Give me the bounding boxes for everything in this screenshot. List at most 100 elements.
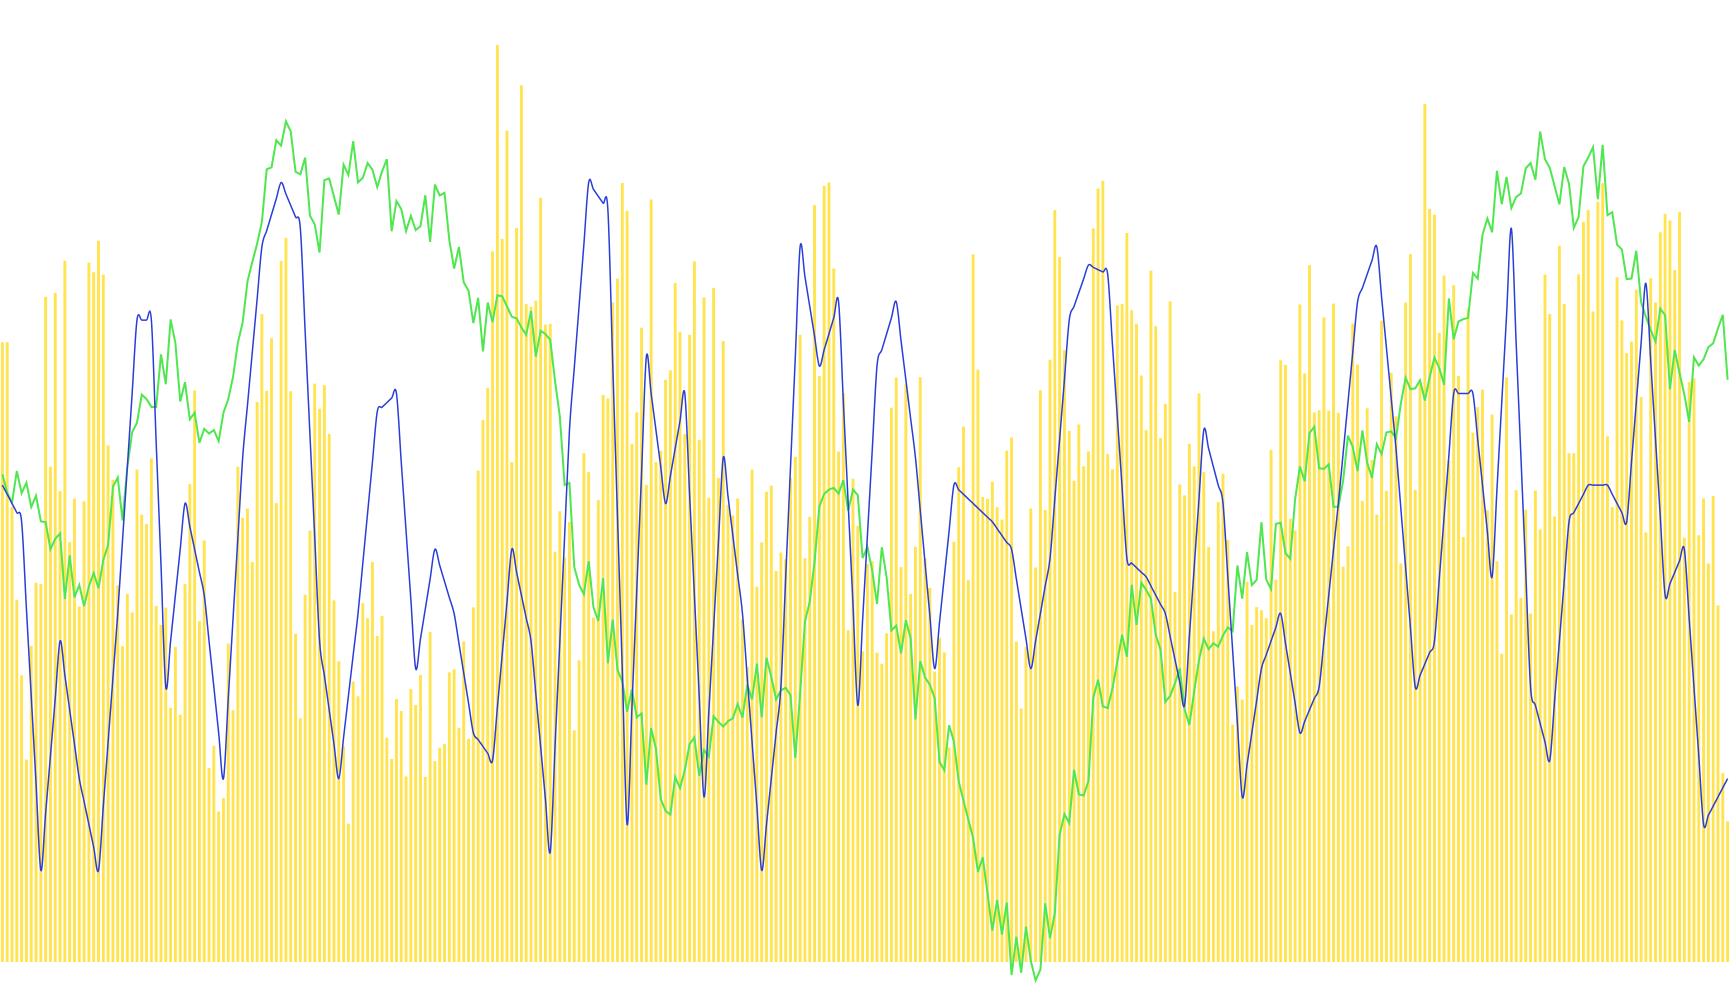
bar [644,484,648,962]
bar [1096,188,1100,963]
bar [668,370,672,962]
bar [933,671,937,962]
bar [356,696,360,962]
bar [510,461,514,962]
bar [1596,201,1600,963]
bar [1341,566,1345,962]
bar [433,761,437,962]
bar [899,567,903,962]
bar [29,645,33,962]
bar [385,737,389,962]
bar [1048,359,1052,962]
bar [495,45,499,962]
bar [1721,773,1725,962]
bar [44,296,48,962]
bar [1187,443,1191,962]
bar [390,759,394,962]
bar [769,485,773,962]
bar [1601,183,1605,962]
bar [1375,514,1379,962]
bar [1298,304,1302,962]
bar [601,394,605,962]
bar [193,390,197,962]
bar [491,251,495,962]
bar [726,504,730,962]
bar [822,185,826,962]
bar [197,621,201,962]
bar [1668,220,1672,962]
bar [260,313,264,962]
bar [1625,353,1629,962]
bar [582,453,586,962]
bar [63,260,67,963]
bar [361,603,365,962]
bar [1413,489,1417,962]
bar [505,130,509,962]
bar [784,559,788,962]
bar [443,743,446,962]
bar [1130,310,1134,962]
bar [1572,453,1576,962]
bar [1274,579,1278,962]
bar [654,462,658,962]
bar [1226,539,1230,962]
bar [563,557,567,962]
bar [1308,265,1311,962]
bar [73,498,76,962]
bar [231,710,235,962]
bar [97,240,100,962]
bar [207,768,211,962]
bar [572,730,576,962]
bar [1423,103,1427,962]
bar [1678,211,1681,962]
bar [534,300,538,962]
bar [1505,377,1508,962]
bar [1154,326,1158,963]
bar [1634,289,1638,963]
bar [1332,303,1335,962]
bar [1687,381,1691,962]
bar [284,237,288,962]
bar [395,698,398,962]
bar [692,261,696,962]
bar [1058,257,1062,962]
bar [1682,537,1686,962]
bar [1303,373,1307,962]
bar [765,491,768,962]
bar [1197,393,1201,962]
bar [1327,410,1331,962]
bar [1216,502,1220,962]
bar [971,254,975,962]
bar [1010,437,1014,963]
bar [145,524,149,962]
bar [467,738,470,962]
bar [159,624,163,962]
bar [1514,490,1518,962]
bar [616,278,619,962]
bar [452,669,456,962]
bar [1255,607,1259,962]
bar [1567,453,1571,962]
bar [1442,275,1446,963]
bar [423,776,427,962]
bar [976,369,980,962]
bar [870,561,874,962]
bar [226,643,230,962]
bar [438,747,442,962]
bar [318,408,322,962]
bar [1163,403,1167,963]
bar [1553,516,1557,962]
bar [49,466,52,962]
bar [5,342,9,963]
bar [1211,631,1215,962]
bar [827,182,831,963]
bar [188,484,192,962]
bar [1586,210,1590,963]
bar [500,238,504,963]
bar [1519,598,1523,962]
bar [1202,472,1206,962]
bar [212,745,216,962]
bar [524,304,528,962]
bar [1120,304,1124,962]
bar [1610,507,1614,962]
